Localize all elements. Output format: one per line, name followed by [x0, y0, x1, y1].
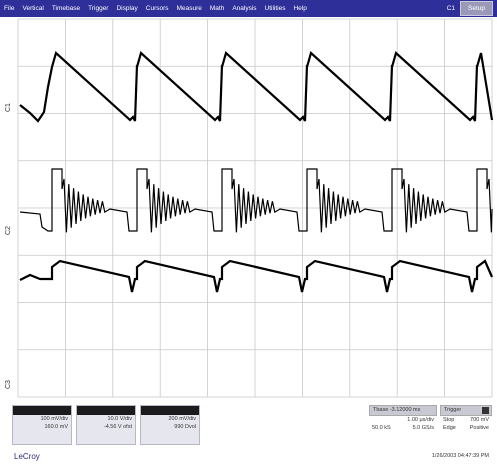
trace-channel-1	[19, 50, 494, 123]
channel-2-label: C2	[5, 226, 12, 235]
channel-3-box-header	[141, 406, 199, 415]
timebase-rate: 5.0 GS/s	[412, 425, 434, 431]
lecroy-logo: LeCroy	[14, 452, 40, 461]
trigger-channel-swatch	[482, 407, 489, 414]
channel-2-offset: -4.56 V ofst	[103, 424, 132, 430]
channel-1-box[interactable]: 100 mV/div 160.0 mV	[12, 405, 72, 445]
trace-channel-2	[19, 168, 493, 233]
timebase-box[interactable]: Tbase -3.12000 ms 1.00 μs/div 50.0 kS 5.…	[369, 405, 437, 443]
trigger-level: 700 mV	[470, 417, 489, 423]
channel-1-label: C1	[5, 103, 12, 112]
trigger-box[interactable]: Trigger Stop 700 mV Edge Positive	[440, 405, 492, 443]
timebase-samples: 50.0 kS	[372, 425, 391, 431]
channel-3-box[interactable]: 200 mV/div 990 Dvol	[140, 405, 200, 445]
status-panel: 100 mV/div 160.0 mV 10.0 V/div -4.56 V o…	[0, 400, 497, 464]
menu-utilities[interactable]: Utilities	[264, 5, 286, 12]
channel-3-label: C3	[5, 380, 12, 389]
timebase-header: Tbase -3.12000 ms	[369, 405, 437, 416]
trace-channel-3	[19, 259, 494, 293]
setup-button[interactable]: Setup	[460, 1, 493, 16]
menu-help[interactable]: Help	[293, 5, 307, 12]
channel-2-box[interactable]: 10.0 V/div -4.56 V ofst	[76, 405, 136, 445]
scope-grid	[17, 18, 494, 398]
channel-1-offset: 160.0 mV	[44, 424, 68, 430]
menu-math[interactable]: Math	[209, 5, 225, 12]
capture-timestamp: 1/26/2003 04:47:39 PM	[431, 453, 489, 459]
menu-vertical[interactable]: Vertical	[22, 5, 44, 12]
menu-display[interactable]: Display	[116, 5, 138, 12]
channel-1-box-header	[13, 406, 71, 415]
trigger-header-label: Trigger	[444, 407, 462, 413]
menu-file[interactable]: File	[4, 5, 15, 12]
trigger-mode: Stop	[443, 417, 455, 423]
channel-3-scale: 200 mV/div	[168, 416, 196, 422]
channel-indicator[interactable]: C1	[446, 5, 455, 12]
channel-3-offset: 990 Dvol	[174, 424, 196, 430]
waveform-display[interactable]: C1 C2 C3	[0, 17, 497, 400]
channel-1-scale: 100 mV/div	[40, 416, 68, 422]
menu-timebase[interactable]: Timebase	[51, 5, 81, 12]
menu-trigger[interactable]: Trigger	[88, 5, 109, 12]
channel-2-scale: 10.0 V/div	[107, 416, 132, 422]
menu-bar: File Vertical Timebase Trigger Display C…	[0, 0, 497, 17]
channel-2-box-header	[77, 406, 135, 415]
menu-analysis[interactable]: Analysis	[232, 5, 257, 12]
menu-cursors[interactable]: Cursors	[145, 5, 169, 12]
trigger-slope: Positive	[469, 425, 489, 431]
trigger-type: Edge	[443, 425, 456, 431]
trigger-header: Trigger	[440, 405, 492, 416]
timebase-scale: 1.00 μs/div	[407, 417, 434, 423]
menu-measure[interactable]: Measure	[176, 5, 202, 12]
